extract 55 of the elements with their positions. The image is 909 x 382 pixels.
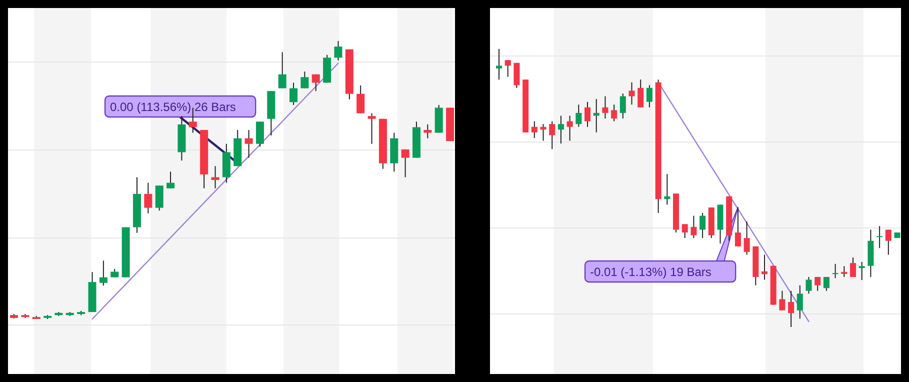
candlestick — [334, 40, 342, 61]
candlestick — [531, 120, 538, 138]
candlestick — [278, 52, 286, 89]
candlestick — [356, 84, 365, 114]
candlestick — [638, 79, 644, 108]
candlestick — [312, 74, 320, 92]
annotation: 0.00 (113.56%) 26 Bars — [110, 100, 236, 114]
candlestick — [290, 82, 298, 106]
candlestick — [540, 124, 546, 142]
candlestick — [593, 98, 600, 133]
candlestick — [514, 62, 520, 88]
annotation: -0.01 (-1.13%) 19 Bars — [590, 265, 712, 279]
candlestick — [424, 124, 432, 139]
candlestick — [646, 84, 652, 108]
candlestick — [611, 104, 618, 122]
candlestick — [566, 115, 573, 142]
candlestick — [806, 276, 812, 294]
candlestick — [602, 96, 608, 119]
candlestick — [841, 266, 848, 278]
candlestick — [188, 107, 197, 134]
candlestick — [211, 166, 220, 189]
candlestick — [628, 82, 635, 106]
candlestick — [558, 115, 564, 144]
candlestick — [620, 92, 626, 119]
candlestick — [166, 171, 175, 189]
candlestick — [576, 104, 582, 128]
candlestick — [832, 263, 838, 279]
candlestick — [504, 60, 511, 78]
candlestick — [368, 112, 376, 144]
candlestick — [814, 276, 821, 292]
candlestick — [244, 129, 253, 158]
candlestick — [682, 224, 688, 239]
candlestick — [690, 215, 697, 239]
candlestick — [788, 290, 794, 328]
candlestick — [885, 229, 892, 256]
candlestick — [300, 71, 309, 89]
candlestick — [779, 290, 786, 311]
candlestick — [876, 226, 883, 249]
candlestick — [144, 182, 152, 214]
candlestick — [549, 120, 556, 150]
candlestick — [858, 261, 865, 281]
candlestick — [155, 185, 164, 212]
candlestick — [496, 48, 502, 80]
candlestick — [744, 220, 750, 256]
candlestick — [850, 257, 856, 278]
candlestick — [762, 254, 768, 280]
candlestick — [734, 206, 741, 247]
candlestick — [700, 212, 706, 239]
candlestick — [823, 276, 830, 292]
candlestick — [256, 121, 264, 148]
candlestick — [796, 284, 803, 320]
candlestick — [584, 101, 590, 128]
candlestick — [99, 260, 108, 286]
candlestick — [401, 148, 410, 178]
candlestick — [664, 174, 670, 206]
